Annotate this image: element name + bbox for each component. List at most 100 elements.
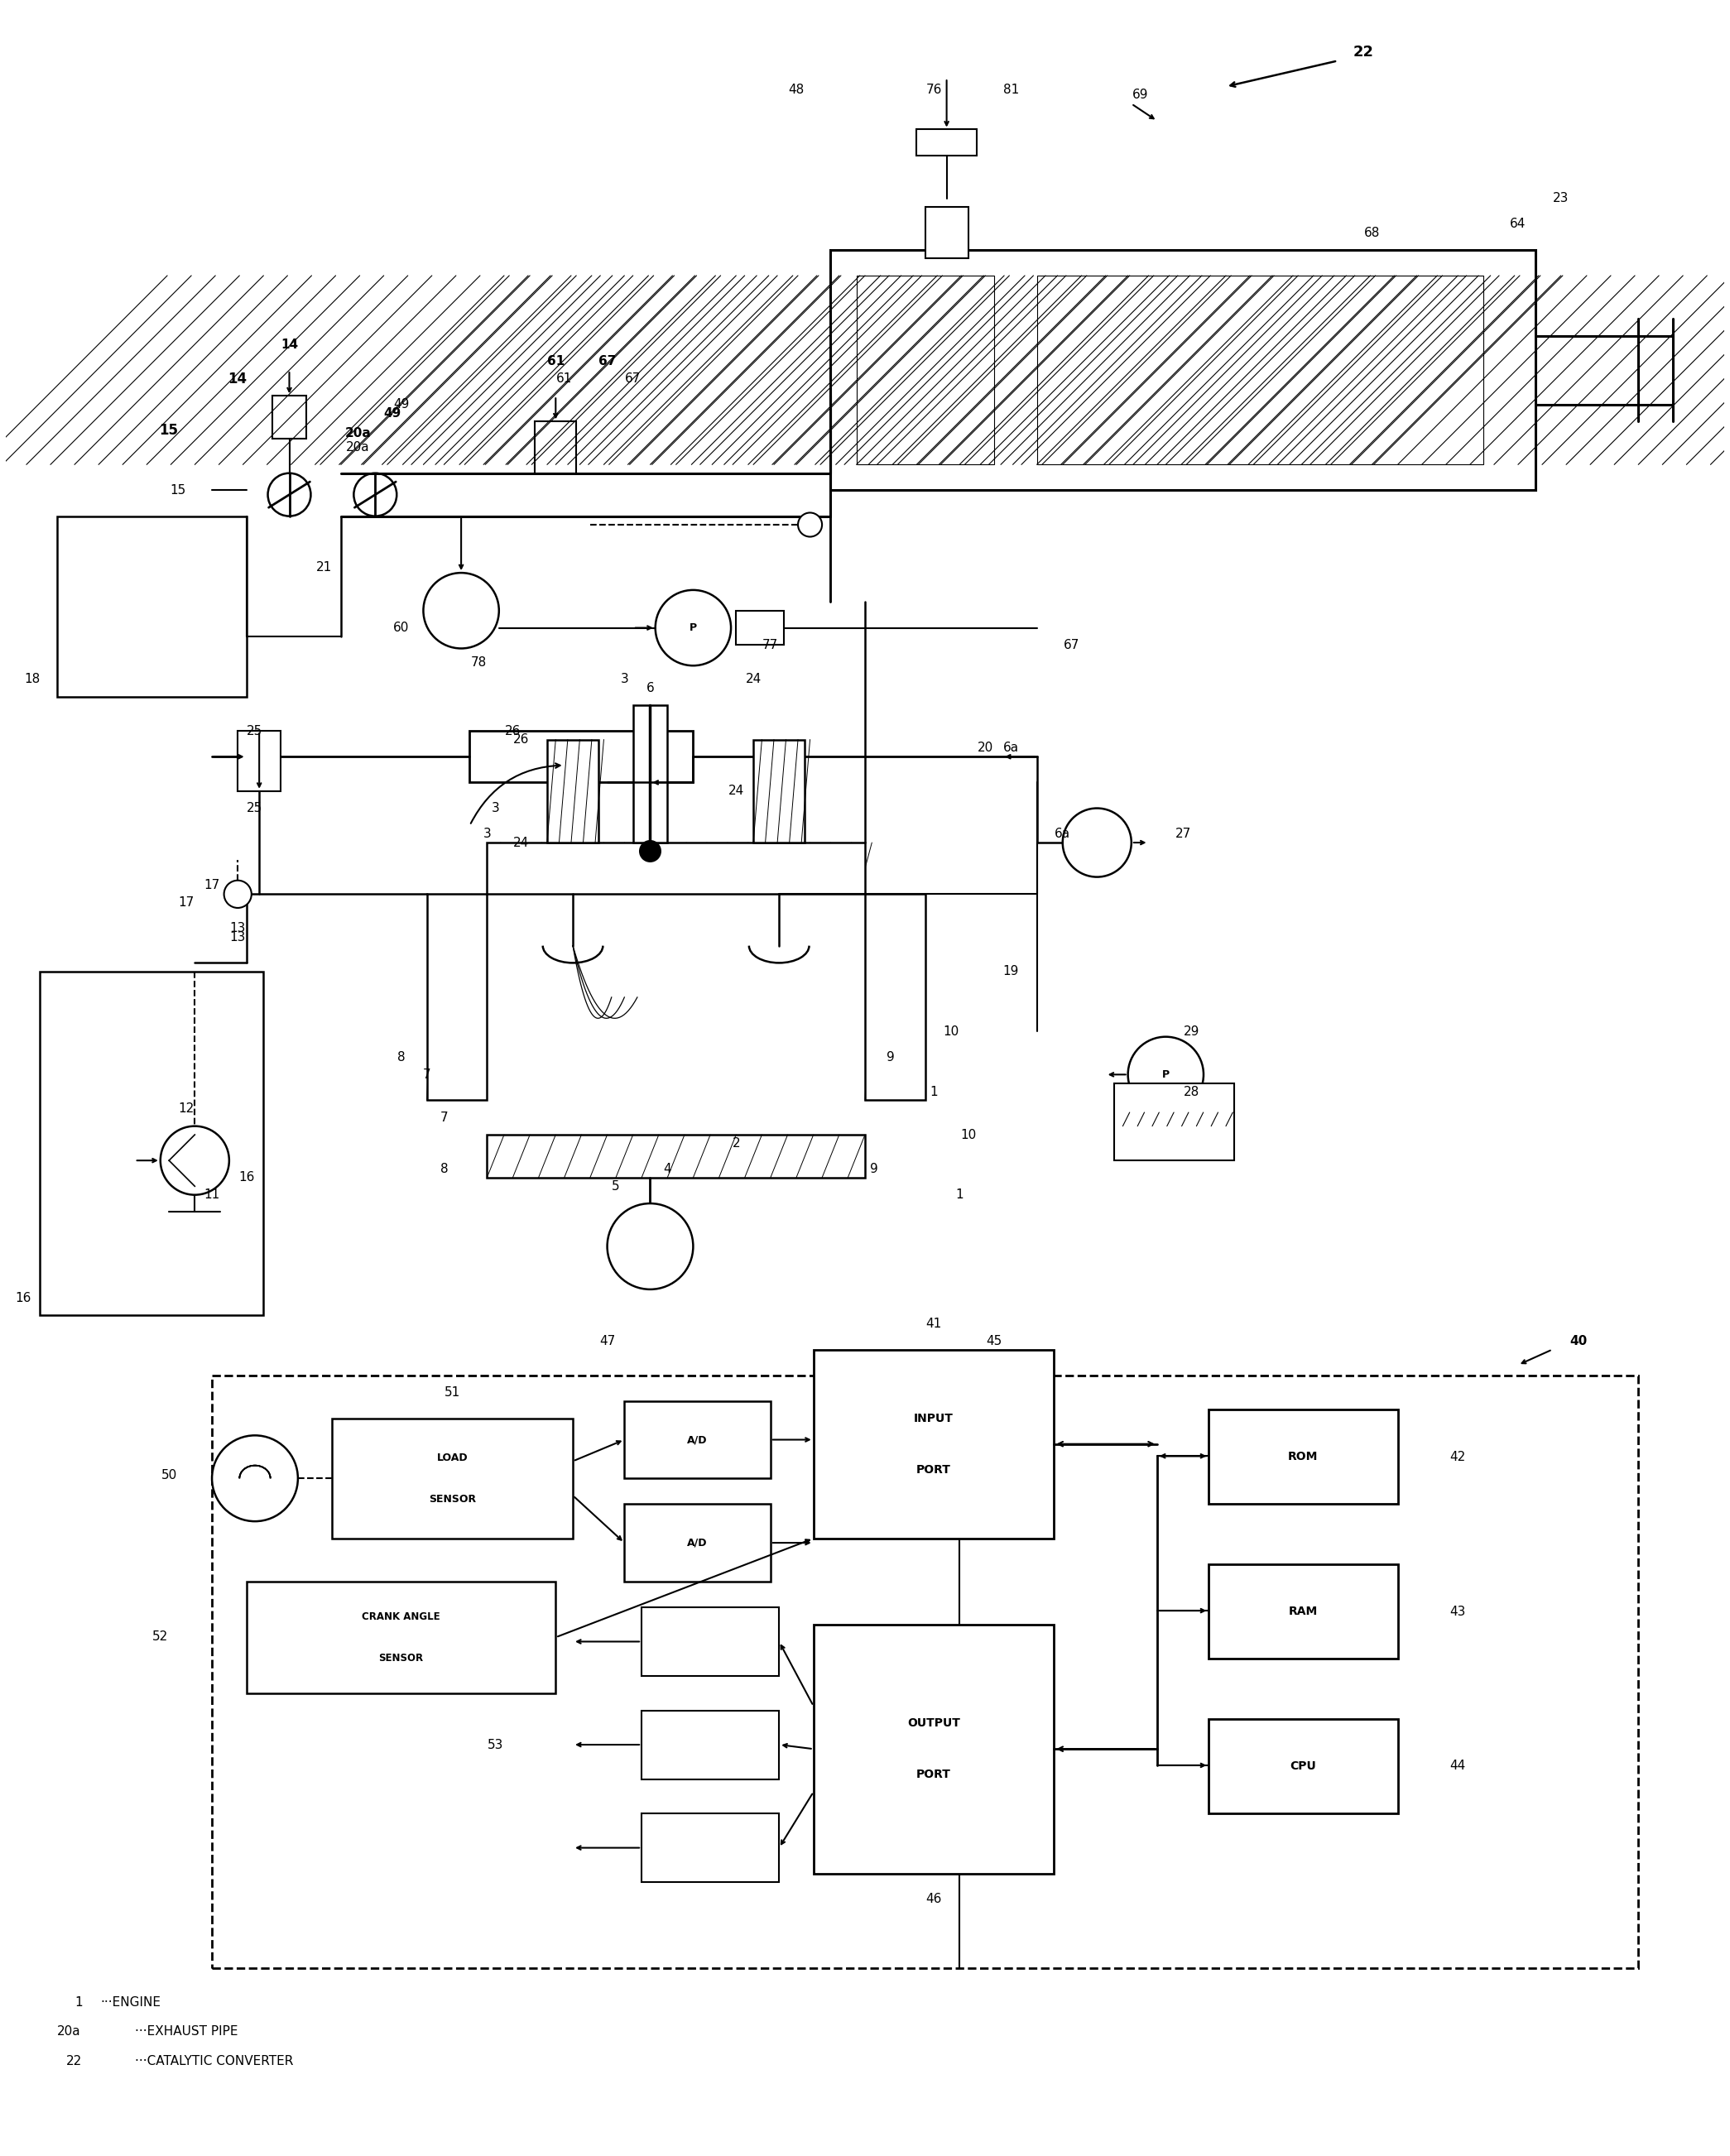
- Circle shape: [640, 841, 661, 862]
- Bar: [535, 423, 576, 472]
- Text: OUTPUT: OUTPUT: [907, 1718, 960, 1729]
- Text: 64: 64: [1510, 218, 1526, 231]
- Text: P: P: [1163, 1069, 1169, 1080]
- Text: 42: 42: [1450, 1451, 1465, 1464]
- Bar: [272, 397, 306, 440]
- Text: LOAD: LOAD: [438, 1453, 469, 1464]
- Text: 17: 17: [178, 897, 194, 910]
- Text: 13: 13: [230, 931, 246, 944]
- Text: 69: 69: [1131, 88, 1149, 101]
- Bar: [471, 731, 694, 783]
- Text: 51: 51: [445, 1386, 460, 1399]
- Text: 8: 8: [396, 1052, 405, 1063]
- Text: 1: 1: [74, 1996, 83, 2009]
- Circle shape: [1062, 808, 1131, 877]
- Circle shape: [161, 1125, 228, 1194]
- Circle shape: [1128, 1037, 1204, 1112]
- Text: 46: 46: [926, 1893, 941, 1906]
- Text: 67: 67: [599, 356, 616, 369]
- Text: ···EXHAUST PIPE: ···EXHAUST PIPE: [135, 2024, 237, 2037]
- Text: CRANK ANGLE: CRANK ANGLE: [362, 1611, 439, 1621]
- Text: 67: 67: [625, 373, 642, 386]
- Text: 23: 23: [1554, 192, 1569, 205]
- Bar: [642, 1813, 778, 1882]
- Bar: [625, 1401, 770, 1479]
- Bar: [486, 1134, 865, 1177]
- Text: 9: 9: [870, 1162, 877, 1175]
- Text: 12: 12: [178, 1102, 194, 1115]
- Text: 49: 49: [393, 399, 408, 410]
- Text: 24: 24: [514, 837, 529, 849]
- Text: 14: 14: [280, 338, 298, 351]
- Text: 77: 77: [763, 638, 779, 651]
- Circle shape: [213, 1436, 298, 1522]
- Bar: [1209, 1718, 1398, 1813]
- Text: 1: 1: [955, 1188, 964, 1201]
- Text: 68: 68: [1363, 226, 1381, 239]
- Text: 81: 81: [1003, 84, 1019, 97]
- Text: 78: 78: [471, 655, 486, 668]
- Text: 47: 47: [599, 1335, 616, 1348]
- Text: 61: 61: [557, 373, 573, 386]
- Text: SENSOR: SENSOR: [429, 1494, 476, 1505]
- Text: ROM: ROM: [1289, 1451, 1318, 1462]
- Text: 20a: 20a: [346, 442, 370, 453]
- Bar: [1209, 1410, 1398, 1505]
- Bar: [917, 129, 977, 155]
- Bar: [1036, 276, 1484, 464]
- Text: 17: 17: [204, 880, 220, 893]
- Bar: [813, 1623, 1054, 1874]
- Circle shape: [223, 880, 251, 908]
- Text: 27: 27: [1175, 828, 1190, 841]
- Text: 16: 16: [239, 1171, 254, 1184]
- Text: 3: 3: [621, 673, 628, 686]
- Text: 10: 10: [960, 1128, 976, 1141]
- Text: A/D: A/D: [687, 1537, 708, 1548]
- Bar: [427, 895, 486, 1100]
- Text: 20a: 20a: [57, 2024, 81, 2037]
- Bar: [753, 740, 804, 843]
- Text: 29: 29: [1183, 1026, 1199, 1037]
- Text: 53: 53: [488, 1738, 503, 1751]
- Text: 52: 52: [152, 1630, 168, 1643]
- Text: 25: 25: [247, 802, 263, 815]
- Bar: [1209, 1565, 1398, 1658]
- Text: 20: 20: [977, 742, 993, 755]
- Circle shape: [656, 591, 732, 666]
- Text: 25: 25: [247, 724, 263, 737]
- Text: 28: 28: [1183, 1084, 1199, 1097]
- Text: 24: 24: [728, 785, 744, 798]
- Text: CPU: CPU: [1291, 1759, 1317, 1772]
- Text: 60: 60: [393, 621, 408, 634]
- Text: 11: 11: [204, 1188, 220, 1201]
- Text: 24: 24: [746, 673, 761, 686]
- Text: 21: 21: [317, 561, 332, 573]
- Bar: [332, 1419, 573, 1539]
- Text: 13: 13: [230, 923, 246, 936]
- Text: 50: 50: [161, 1468, 176, 1481]
- Text: 14: 14: [228, 371, 247, 386]
- Text: INPUT: INPUT: [913, 1412, 953, 1423]
- Bar: [642, 1710, 778, 1779]
- Bar: [625, 1505, 770, 1583]
- Bar: [246, 1583, 555, 1692]
- Text: 43: 43: [1450, 1606, 1465, 1617]
- Bar: [633, 705, 668, 843]
- Bar: [813, 1350, 1054, 1539]
- Bar: [213, 1376, 1638, 1968]
- Text: SENSOR: SENSOR: [379, 1651, 424, 1662]
- Text: 7: 7: [422, 1069, 431, 1080]
- Text: 22: 22: [66, 2055, 81, 2068]
- Bar: [486, 843, 865, 895]
- Bar: [547, 740, 599, 843]
- Text: 41: 41: [926, 1317, 941, 1330]
- Bar: [735, 610, 784, 645]
- Bar: [856, 276, 995, 464]
- Text: P: P: [689, 623, 697, 634]
- Text: PORT: PORT: [917, 1464, 952, 1475]
- Text: 6: 6: [645, 681, 654, 694]
- Text: 76: 76: [926, 84, 941, 97]
- Text: 40: 40: [1569, 1335, 1586, 1348]
- Bar: [926, 207, 969, 259]
- Text: 26: 26: [514, 733, 529, 746]
